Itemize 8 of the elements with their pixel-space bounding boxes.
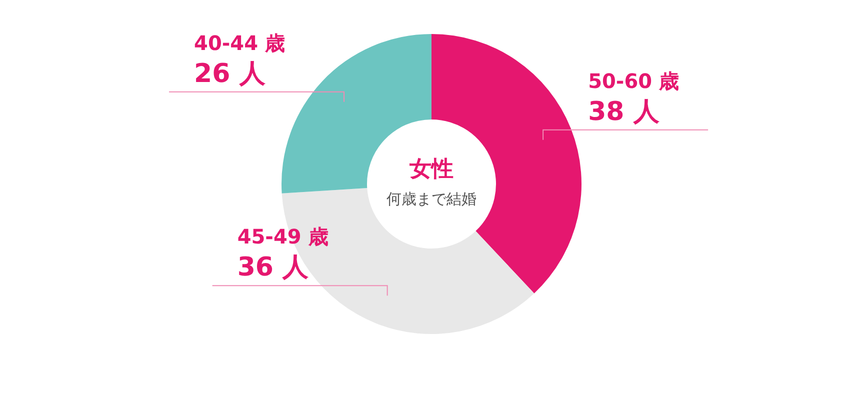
data-label: 36 人 (237, 252, 310, 283)
text: 何歳まで結婚 (386, 190, 476, 208)
slice-label: 40-44 歳 (194, 30, 285, 55)
data-label: 38 人 (588, 96, 660, 127)
text: 女性 (408, 157, 454, 182)
slice-label: 50-60 歳 (588, 68, 680, 93)
slice-label: 45-49 歳 (237, 224, 328, 249)
data-label: 26 人 (194, 58, 266, 89)
